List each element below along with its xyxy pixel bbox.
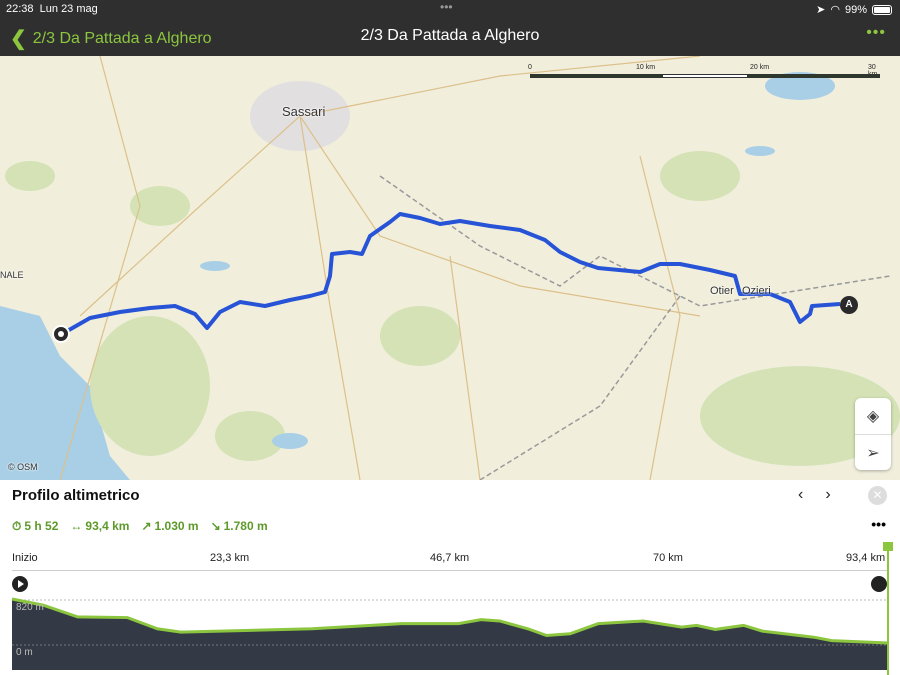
nav-bar: ❮ 2/3 Da Pattada a Alghero 2/3 Da Pattada… <box>0 18 900 56</box>
osm-attribution[interactable]: © OSM <box>8 462 38 472</box>
elevation-area <box>12 599 888 670</box>
panel-title: Profilo altimetrico <box>12 487 140 504</box>
battery-icon <box>872 4 892 15</box>
multitask-dots[interactable]: ••• <box>440 0 453 14</box>
route-stats: ⏱ 5 h 52 ↔ 93,4 km ↗ 1.030 m ↘ 1.780 m <box>12 519 268 534</box>
close-button[interactable]: ✕ <box>868 486 887 505</box>
finish-flag-icon <box>871 576 887 592</box>
map-label-partial: NALE <box>0 270 24 280</box>
x-axis-line <box>12 570 888 571</box>
prev-button[interactable]: ‹ <box>798 486 804 503</box>
descent-icon: ↘ <box>210 519 221 533</box>
stat-descent: ↘ 1.780 m <box>210 519 268 533</box>
locate-icon[interactable]: ➢ <box>855 434 891 470</box>
railway <box>379 175 891 307</box>
layers-icon[interactable]: ◈ <box>866 408 880 425</box>
distance-icon: ↔ <box>70 519 83 533</box>
map-label-otier: Otier <box>710 285 734 297</box>
x-tick-label: 70 km <box>653 552 683 564</box>
profile-more-button[interactable]: ••• <box>871 516 886 532</box>
map-label-ozieri: Ozieri <box>742 285 771 297</box>
stat-ascent: ↗ 1.030 m <box>141 519 199 533</box>
y-tick-label: 0 m <box>16 647 33 658</box>
route-line[interactable] <box>61 212 841 336</box>
more-button[interactable]: ••• <box>866 24 886 41</box>
x-tick-label: 23,3 km <box>210 552 250 564</box>
sea <box>0 306 130 480</box>
map-controls: ◈ ➢ <box>855 398 891 470</box>
x-tick-label: 46,7 km <box>430 552 470 564</box>
stopwatch-icon: ⏱ <box>12 519 22 533</box>
location-icon: ➤ <box>816 4 826 16</box>
cursor-handle <box>883 542 893 551</box>
status-time: 22:38 Lun 23 mag <box>6 3 98 15</box>
ascent-icon: ↗ <box>141 519 152 533</box>
railway <box>479 295 681 480</box>
chevron-left-icon: ❮ <box>10 28 27 50</box>
map-label-sassari: Sassari <box>282 104 326 119</box>
status-bar: 22:38 Lun 23 mag ••• ➤ ◠ 99% <box>0 0 900 18</box>
x-tick-label: Inizio <box>12 552 38 564</box>
x-tick-label: 93,4 km <box>846 552 886 564</box>
start-marker[interactable]: A <box>840 296 858 314</box>
back-button[interactable]: ❮ 2/3 Da Pattada a Alghero <box>10 28 212 50</box>
lakes <box>200 72 835 449</box>
end-marker[interactable] <box>52 325 70 343</box>
green-areas <box>5 151 900 466</box>
roads <box>59 56 701 480</box>
battery-percent: 99% <box>844 3 867 16</box>
play-icon <box>18 580 24 588</box>
stat-distance: ↔ 93,4 km <box>70 519 130 533</box>
map-canvas <box>0 56 900 480</box>
page-title: 2/3 Da Pattada a Alghero <box>360 27 540 44</box>
wifi-icon: ◠ <box>830 4 840 16</box>
elevation-line <box>11 597 889 645</box>
y-tick-label: 820 m <box>16 602 44 613</box>
elevation-chart[interactable]: 820 m 0 m <box>0 480 900 675</box>
next-button[interactable]: › <box>825 486 831 503</box>
stat-duration: ⏱ 5 h 52 <box>12 519 59 533</box>
